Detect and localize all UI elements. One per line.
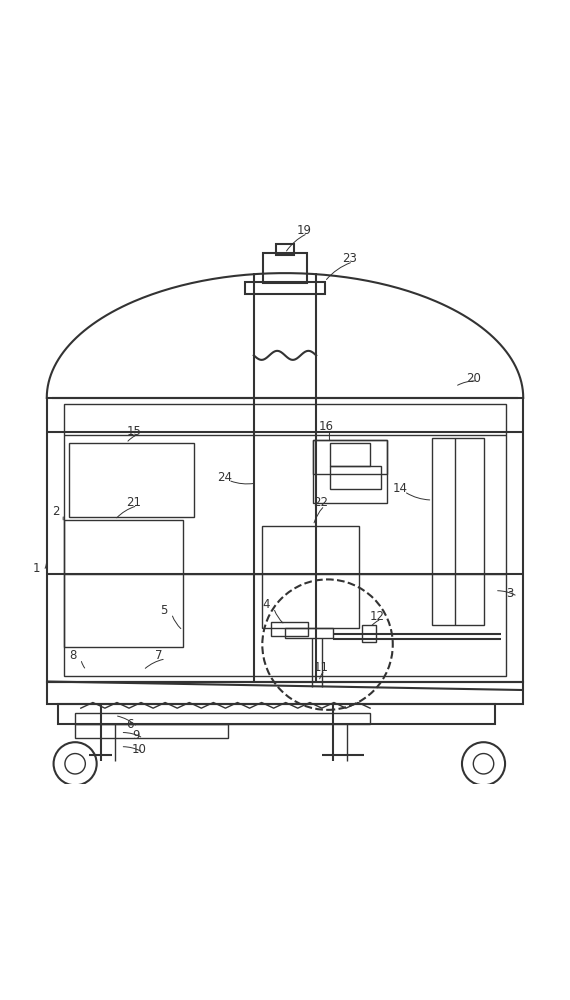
Text: 12: 12 — [370, 610, 385, 623]
Bar — [262, 526, 359, 628]
Bar — [276, 244, 294, 255]
Bar — [361, 625, 376, 642]
Text: 9: 9 — [132, 729, 139, 742]
Bar — [245, 282, 325, 294]
Bar — [331, 466, 381, 489]
Bar — [47, 682, 523, 704]
Text: 24: 24 — [217, 471, 232, 484]
Bar — [314, 440, 387, 474]
Text: 21: 21 — [126, 496, 141, 509]
Bar — [70, 443, 194, 517]
Bar — [58, 704, 495, 724]
Bar — [285, 628, 333, 638]
Text: 1: 1 — [32, 562, 40, 575]
Bar — [331, 443, 370, 466]
Text: 5: 5 — [160, 604, 168, 617]
Bar — [47, 398, 523, 682]
Text: 20: 20 — [466, 372, 482, 385]
Text: 4: 4 — [262, 598, 270, 611]
Text: 14: 14 — [393, 482, 408, 495]
Text: 11: 11 — [314, 661, 328, 674]
Text: 6: 6 — [126, 718, 134, 731]
Text: 15: 15 — [126, 425, 141, 438]
Text: 16: 16 — [319, 420, 334, 433]
Text: 19: 19 — [296, 224, 311, 237]
Bar — [271, 622, 308, 636]
Text: 2: 2 — [52, 505, 60, 518]
Bar — [64, 404, 506, 676]
Bar — [75, 713, 370, 724]
Text: 23: 23 — [342, 252, 357, 265]
Text: 10: 10 — [132, 743, 146, 756]
Text: 3: 3 — [506, 587, 514, 600]
Bar — [433, 438, 483, 625]
Text: 7: 7 — [154, 649, 162, 662]
Text: 8: 8 — [70, 649, 77, 662]
Bar — [75, 724, 228, 738]
Bar — [263, 253, 307, 283]
Bar — [314, 440, 387, 503]
Bar — [64, 520, 183, 647]
Text: 22: 22 — [314, 496, 328, 509]
